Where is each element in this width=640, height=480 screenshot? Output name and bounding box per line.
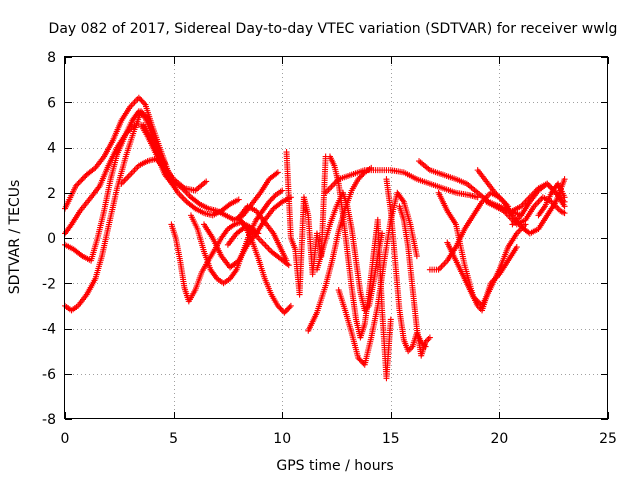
y-tick-labels: -8 -6 -4 -2 0 2 4 6 8 [42,50,56,428]
series-track-15 [313,189,386,314]
y-tick-label: -4 [42,322,56,338]
grid-lines [65,57,608,419]
x-tick-label: 0 [61,431,70,447]
x-tick-label: 25 [599,431,617,447]
series-track-16 [326,153,394,382]
series-track-20 [396,203,433,359]
y-tick-label: 8 [47,50,56,66]
x-tick-labels: 0 5 10 15 20 25 [61,431,617,447]
y-tick-label: 6 [47,95,56,111]
series-track-24 [444,221,529,309]
y-tick-label: -6 [42,367,56,383]
axis-ticks [65,57,609,420]
series-track-29 [496,194,568,228]
y-tick-label: 2 [47,186,56,202]
series-track-11 [235,203,290,264]
x-axis-label: GPS time / hours [276,458,393,474]
y-tick-label: -2 [42,276,56,292]
y-axis-label: SDTVAR / TECUs [7,180,23,295]
series-track-19 [383,176,429,355]
series-track-09 [201,194,294,271]
x-tick-label: 10 [273,431,291,447]
x-tick-label: 15 [382,431,400,447]
chart-title: Day 082 of 2017, Sidereal Day-to-day VTE… [49,21,618,37]
x-tick-label: 20 [490,431,508,447]
series-track-18 [322,167,481,201]
x-tick-label: 5 [169,431,178,447]
y-tick-label: -8 [42,412,56,428]
series-track-17 [335,189,420,368]
y-tick-label: 0 [47,231,56,247]
series-track-13 [283,149,329,298]
series-track-06 [140,121,242,219]
plot-frame [64,56,608,419]
series-track-12 [224,223,292,269]
y-tick-label: 4 [47,141,56,157]
